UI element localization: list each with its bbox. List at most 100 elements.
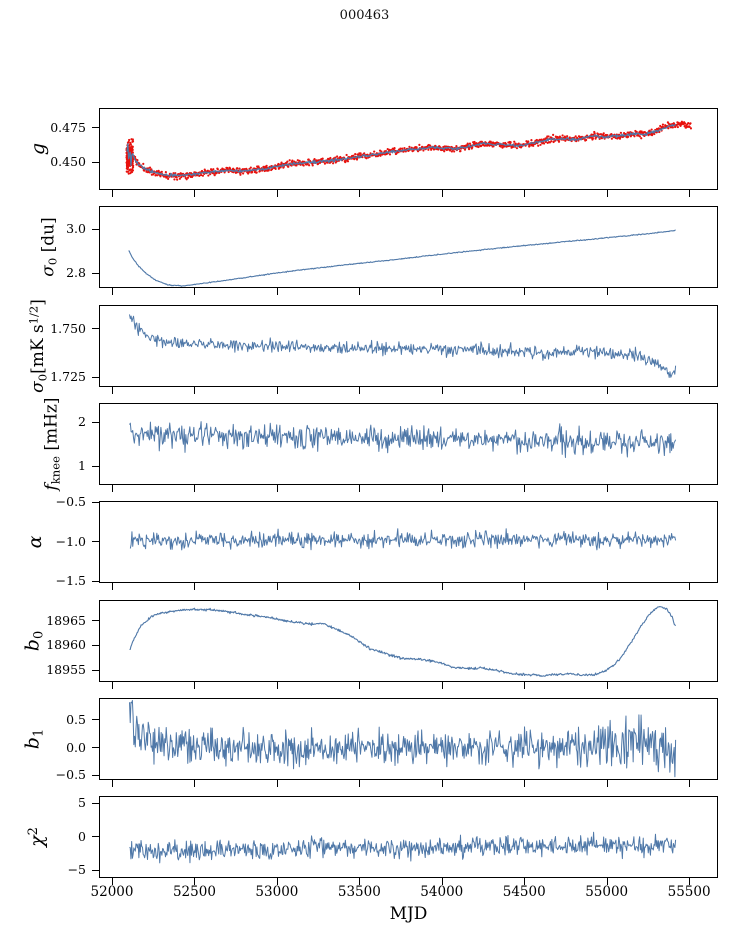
plot-area-sigma0-du	[99, 206, 718, 288]
chart-sigma0-du	[128, 229, 676, 287]
x-tick-mark	[524, 190, 526, 197]
y-tick-label: −0.5	[55, 494, 86, 510]
x-tick-mark	[194, 387, 196, 394]
x-tick-mark	[359, 878, 361, 885]
panel-b0: b0 18965 18960 18955	[0, 600, 729, 689]
y-tick-label: −5	[67, 862, 86, 878]
x-tick-mark	[276, 583, 278, 590]
plot-area-b1	[99, 698, 718, 780]
x-tick-label: 53500	[337, 884, 381, 900]
y-tick-label: 2.8	[66, 265, 86, 281]
chart-chi2	[129, 831, 677, 864]
x-tick-mark	[194, 682, 196, 689]
x-tick-mark	[112, 485, 114, 492]
panel-b1: b1 0.5 0.0 −0.5	[0, 698, 729, 787]
ylabel-g: g	[27, 142, 49, 156]
x-tick-mark	[359, 387, 361, 394]
x-tick-label: 52000	[90, 884, 134, 900]
plot-area-b0	[99, 600, 718, 682]
plot-title: 000463	[339, 8, 390, 23]
panel-sigma0-du: σ0 [du] 3.0 2.8	[0, 206, 729, 295]
x-tick-mark	[606, 387, 608, 394]
panel-g: g 0.475 0.450	[0, 108, 729, 197]
x-tick-mark	[689, 387, 691, 394]
chart-b1	[129, 699, 677, 778]
plot-area-g	[99, 108, 718, 190]
x-tick-label: 52500	[172, 884, 216, 900]
y-tick-mark	[92, 719, 99, 721]
panel-sigma0-mks: σ0[mK s1/2] 1.750 1.725	[0, 299, 729, 394]
x-tick-mark	[606, 878, 608, 885]
x-tick-mark	[112, 583, 114, 590]
x-tick-mark	[112, 878, 114, 885]
x-tick-mark	[112, 780, 114, 787]
x-tick-mark	[276, 682, 278, 689]
y-tick-mark	[92, 747, 99, 749]
x-tick-mark	[524, 682, 526, 689]
x-tick-mark	[689, 583, 691, 590]
x-tick-mark	[194, 583, 196, 590]
x-tick-label: 54000	[420, 884, 464, 900]
plot-area-sigma0-mks	[99, 305, 718, 387]
x-tick-mark	[441, 878, 443, 885]
y-tick-label: −1.5	[55, 573, 86, 589]
x-tick-mark	[194, 288, 196, 295]
chart-fknee	[129, 421, 677, 459]
y-tick-mark	[92, 836, 99, 838]
y-tick-mark	[92, 328, 99, 330]
y-tick-label: 0	[78, 828, 86, 844]
y-tick-mark	[92, 644, 99, 646]
x-tick-mark	[359, 190, 361, 197]
chart-b0	[129, 605, 677, 677]
y-tick-mark	[92, 541, 99, 543]
y-tick-label: −1.0	[55, 533, 86, 549]
x-tick-mark	[524, 878, 526, 885]
x-tick-mark	[606, 682, 608, 689]
y-tick-mark	[92, 802, 99, 804]
x-tick-label: 55500	[667, 884, 711, 900]
plot-area-chi2	[99, 796, 718, 878]
y-tick-label: 0.5	[66, 711, 86, 727]
x-tick-mark	[689, 288, 691, 295]
y-tick-mark	[92, 869, 99, 871]
y-tick-mark	[92, 228, 99, 230]
y-tick-label: 1.750	[50, 320, 86, 336]
x-tick-mark	[441, 583, 443, 590]
x-tick-mark	[689, 878, 691, 885]
x-tick-mark	[441, 387, 443, 394]
x-tick-mark	[689, 682, 691, 689]
x-tick-mark	[112, 288, 114, 295]
y-tick-mark	[92, 161, 99, 163]
chart-g	[125, 120, 693, 181]
y-tick-mark	[92, 272, 99, 274]
x-tick-mark	[359, 682, 361, 689]
chart-sigma0-mks	[129, 314, 677, 378]
y-tick-mark	[92, 774, 99, 776]
x-tick-mark	[606, 485, 608, 492]
y-tick-label: 1	[78, 458, 86, 474]
x-tick-mark	[606, 288, 608, 295]
x-tick-mark	[441, 190, 443, 197]
x-tick-label: 55000	[585, 884, 629, 900]
x-tick-mark	[524, 780, 526, 787]
x-axis-labels: 52000 52500 53000 53500 54000 54500 55000 55500	[0, 884, 729, 902]
x-tick-mark	[359, 485, 361, 492]
y-tick-mark	[92, 127, 99, 129]
chart-alpha	[129, 528, 677, 551]
y-tick-label: 1.725	[50, 369, 86, 385]
y-tick-mark	[92, 501, 99, 503]
y-tick-mark	[92, 580, 99, 582]
x-tick-mark	[276, 878, 278, 885]
x-tick-mark	[194, 190, 196, 197]
y-tick-label: −0.5	[55, 767, 86, 783]
x-tick-mark	[606, 583, 608, 590]
x-tick-label: 53000	[255, 884, 299, 900]
x-tick-mark	[112, 682, 114, 689]
ylabel-fknee: fknee [mHz]	[41, 397, 63, 491]
x-tick-mark	[689, 190, 691, 197]
x-tick-mark	[112, 190, 114, 197]
y-tick-label: 0.0	[66, 739, 86, 755]
panel-chi2: χ2 5 0 −5	[0, 796, 729, 885]
x-tick-mark	[276, 485, 278, 492]
